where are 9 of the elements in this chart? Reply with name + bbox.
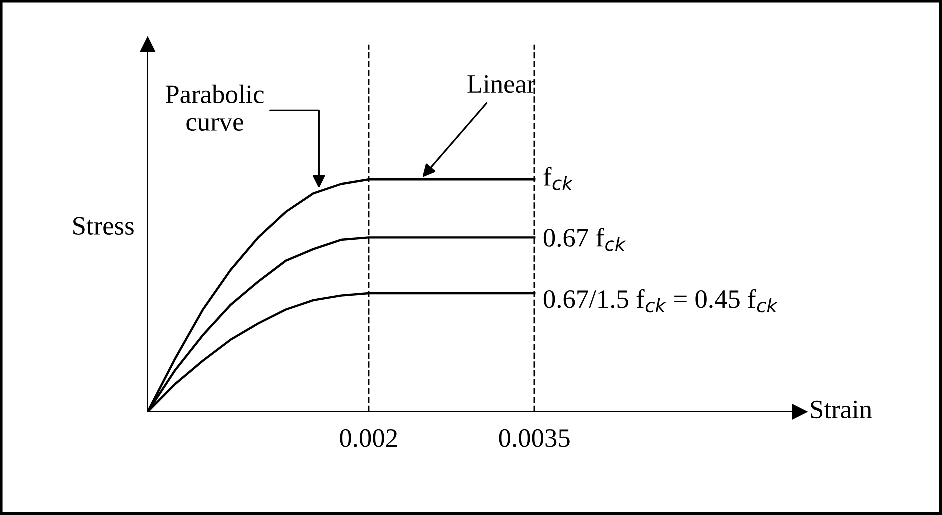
series-label: f$_{ck}$	[544, 167, 574, 190]
series-label: 0.67/1.5 f$_{ck}$ = 0.45 f$_{ck}$	[544, 289, 778, 313]
y-axis-title: Stress	[74, 217, 134, 236]
series-label: 0.67 f$_{ck}$	[544, 228, 626, 252]
annotation: Linear	[468, 75, 536, 94]
x-tick-label: 0.002	[340, 429, 398, 448]
x-axis-title: Strain	[811, 400, 872, 419]
x-tick-label: 0.0035	[499, 429, 570, 448]
annotation: Parabolic curve	[166, 84, 264, 132]
